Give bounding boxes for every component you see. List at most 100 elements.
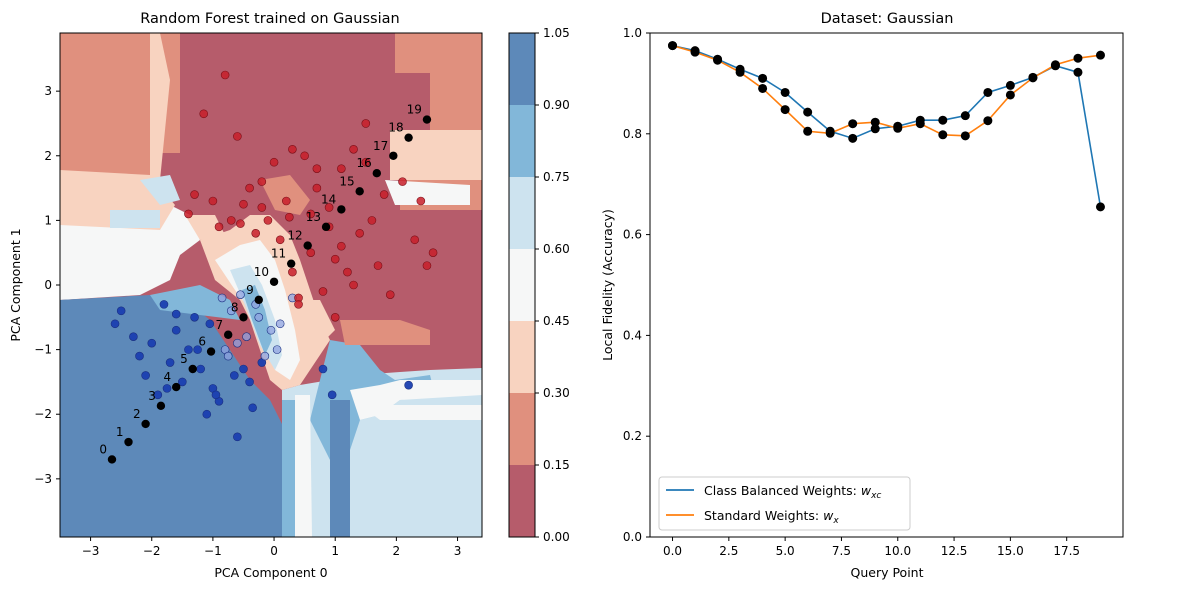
right-chart-title: Dataset: Gaussian	[821, 11, 954, 27]
scatter-point-class-0	[211, 390, 221, 400]
scatter-point-class-0	[230, 371, 239, 380]
scatter-point-class-1	[330, 313, 340, 322]
data-point-standard	[825, 128, 835, 138]
right-axes-frame	[649, 32, 1124, 538]
x-tick-label: 5.0	[776, 544, 795, 558]
scatter-point-class-0	[233, 338, 242, 348]
query-point	[107, 455, 117, 464]
query-point	[389, 151, 398, 160]
scatter-point-class-1	[226, 216, 236, 225]
scatter-point-class-1	[208, 196, 218, 206]
scatter-point-class-1	[343, 267, 352, 277]
query-point-label: 2	[133, 407, 141, 421]
scatter-point-class-1	[306, 209, 316, 219]
y-tick-label: 0.2	[623, 429, 642, 443]
scatter-point-class-0	[205, 319, 215, 329]
scatter-point-class-1	[220, 70, 230, 80]
scatter-point-class-1	[281, 196, 291, 206]
left-chart-title: Random Forest trained on Gaussian	[140, 11, 399, 27]
query-point	[254, 295, 263, 305]
query-point	[321, 222, 331, 232]
scatter-point-class-0	[171, 325, 181, 335]
scatter-point-class-0	[327, 390, 337, 400]
x-tick-label: 15.0	[997, 544, 1024, 558]
query-point-label: 19	[407, 103, 422, 117]
scatter-point-class-0	[275, 319, 285, 329]
colorbar-tick-label: 0.15	[543, 458, 570, 472]
decision-contour	[60, 33, 482, 537]
y-tick-label: 0	[44, 278, 52, 292]
scatter-point-class-1	[337, 164, 346, 173]
x-tick-label: 17.5	[1053, 544, 1080, 558]
scatter-point-class-0	[239, 364, 248, 374]
x-tick-label: 3	[454, 544, 462, 558]
y-tick-label: 0.4	[623, 328, 642, 342]
data-point-class-balanced	[1073, 67, 1083, 77]
data-point-standard	[780, 105, 790, 115]
data-point-standard	[1005, 90, 1015, 100]
scatter-point-class-0	[202, 409, 212, 419]
colorbar-segment	[509, 249, 535, 321]
scatter-point-class-1	[379, 190, 389, 199]
scatter-point-class-1	[324, 203, 334, 212]
data-point-class-balanced	[803, 107, 813, 117]
right-axis-ticks: 0.0 2.5 5.0 7.5 10.0 12.5 15.0 17.5 0.0 0.2 0.4 0.6…	[623, 26, 1080, 558]
query-point	[141, 419, 150, 429]
scatter-point-class-1	[306, 248, 316, 257]
scatter-point-class-1	[199, 109, 209, 119]
colorbar-tick-label: 1.05	[543, 26, 570, 40]
colorbar-segment	[509, 33, 535, 105]
colorbar-tick-label: 0.75	[543, 170, 570, 184]
data-point-standard	[938, 130, 948, 140]
scatter-point-class-0	[236, 290, 245, 299]
x-tick-label: 2.5	[719, 544, 738, 558]
data-point-standard	[893, 123, 903, 133]
scatter-point-class-0	[190, 313, 199, 322]
scatter-point-class-0	[171, 309, 181, 319]
scatter-point-class-0	[129, 332, 138, 341]
colorbar-tick-label: 0.45	[543, 314, 570, 328]
y-tick-label: −3	[34, 472, 52, 486]
legend-box	[658, 476, 911, 531]
query-point-label: 13	[306, 210, 321, 224]
query-point-label: 1	[116, 425, 124, 439]
fidelity-lines	[668, 41, 1105, 212]
query-point	[188, 364, 197, 374]
right-chart: Dataset: Gaussian 0.0 2.5 5.0 7.5 10.0 12.5 15…	[600, 11, 1124, 580]
x-tick-label: 0.0	[663, 544, 682, 558]
scatter-point-class-1	[288, 145, 297, 154]
scatter-point-class-0	[153, 390, 163, 400]
y-tick-label: 0.0	[623, 530, 642, 544]
scatter-point-class-1	[263, 216, 273, 225]
left-xlabel: PCA Component 0	[214, 565, 327, 580]
scatter-point-class-1	[398, 177, 407, 186]
colorbar-tick-label: 0.60	[543, 242, 570, 256]
scatter-point-class-0	[245, 377, 254, 387]
query-point	[303, 241, 312, 250]
query-point	[239, 313, 248, 322]
query-point-label: 3	[148, 389, 156, 403]
data-point-class-balanced	[758, 73, 768, 83]
data-point-class-balanced	[848, 133, 858, 143]
scatter-point-class-0	[141, 371, 150, 380]
scatter-point-class-1	[251, 229, 261, 238]
query-point-label: 4	[164, 370, 172, 384]
scatter-point-class-1	[257, 177, 267, 186]
scatter-point-class-0	[165, 358, 175, 367]
query-point-label: 18	[388, 121, 403, 135]
data-point-standard	[735, 67, 745, 77]
scatter-point-class-0	[135, 351, 144, 361]
query-point-label: 17	[373, 139, 388, 153]
scatter-point-class-1	[330, 254, 340, 264]
scatter-point-class-1	[288, 267, 297, 277]
scatter-point-class-0	[162, 384, 172, 393]
colorbar-segment	[509, 465, 535, 537]
query-point-label: 5	[180, 352, 188, 366]
scatter-point-class-0	[226, 306, 236, 316]
y-tick-label: −2	[34, 407, 52, 421]
colorbar: 0.00 0.15 0.30 0.45 0.60 0.75 0.90 1.05	[508, 26, 570, 544]
y-tick-label: 0.8	[623, 127, 642, 141]
scatter-point-class-1	[416, 196, 426, 206]
query-point-label: 11	[271, 247, 286, 261]
